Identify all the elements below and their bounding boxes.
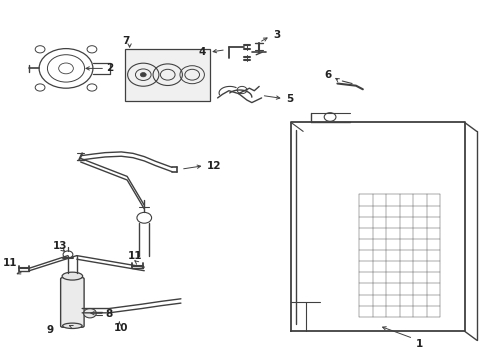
- Text: 11: 11: [128, 251, 142, 261]
- Bar: [124, 49, 210, 101]
- Circle shape: [140, 73, 146, 77]
- Ellipse shape: [62, 323, 82, 328]
- Text: 10: 10: [113, 323, 128, 333]
- Text: 8: 8: [105, 309, 113, 319]
- Text: 1: 1: [415, 339, 422, 349]
- Circle shape: [83, 309, 96, 318]
- Text: 13: 13: [52, 240, 67, 251]
- Text: 5: 5: [285, 94, 293, 104]
- Text: 9: 9: [47, 325, 54, 336]
- Text: 7: 7: [122, 36, 129, 46]
- Text: 11: 11: [2, 258, 17, 268]
- Text: 12: 12: [206, 161, 221, 171]
- Ellipse shape: [62, 272, 82, 280]
- Text: 4: 4: [198, 47, 205, 57]
- Text: 3: 3: [272, 30, 280, 40]
- Text: 2: 2: [106, 63, 114, 73]
- FancyBboxPatch shape: [61, 278, 84, 327]
- Text: 6: 6: [324, 69, 331, 80]
